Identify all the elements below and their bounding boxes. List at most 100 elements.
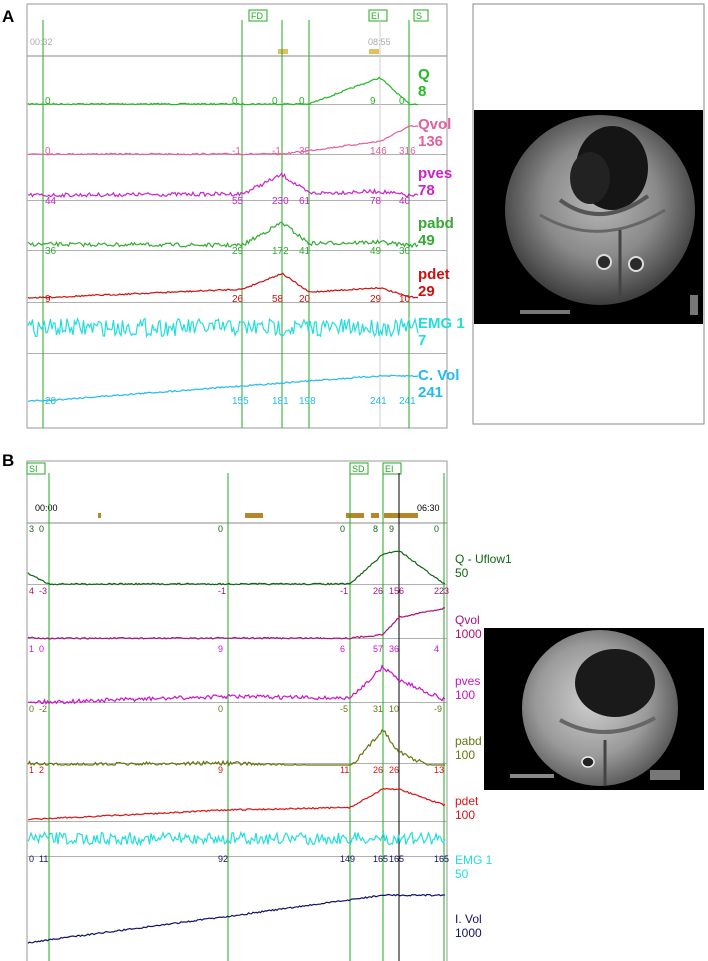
event-bar — [278, 49, 288, 54]
tick-value: 0 — [39, 524, 44, 534]
tick-value: 241 — [399, 396, 416, 407]
trace-c-vol — [28, 374, 419, 402]
channel-label: Q - Uflow1 — [455, 552, 512, 566]
channel-value: 50 — [455, 566, 469, 580]
channel-value: 100 — [455, 748, 475, 762]
panel-letter: A — [2, 7, 14, 26]
tick-value: 26 — [389, 765, 399, 775]
tick-value: -1 — [232, 146, 241, 157]
tick-value: 172 — [272, 246, 289, 257]
channel-label: pabd — [418, 215, 454, 232]
tick-value: 0 — [39, 644, 44, 654]
tick-value: 0 — [232, 96, 238, 107]
tick-value: 9 — [389, 524, 394, 534]
channel-label: Qvol — [418, 116, 451, 133]
tick-value: 4 — [434, 644, 439, 654]
tick-value: 155 — [232, 396, 249, 407]
trace-pabd — [27, 221, 419, 249]
channel-value: 136 — [418, 133, 443, 150]
tick-value: 8 — [373, 524, 378, 534]
panel-a: A FD EI S 00:32 08:55 0 0 0 0 9 0 Q8 0 -1 -1 39 146 316 Qvo… — [2, 3, 465, 429]
channel-value: 49 — [418, 232, 435, 249]
tick-value: 165 — [373, 854, 388, 864]
tick-value: 0 — [299, 96, 305, 107]
tick-value: 0 — [399, 96, 405, 107]
tick-value: 29 — [370, 294, 382, 305]
tick-value: 36 — [45, 246, 57, 257]
trace-q — [27, 76, 419, 106]
tick-value: 4 — [29, 586, 34, 596]
tick-value: 146 — [370, 146, 387, 157]
tick-value: 20 — [299, 294, 311, 305]
tick-value: 0 — [29, 704, 34, 714]
tick-value: 39 — [299, 146, 311, 157]
trace-emg-1 — [27, 317, 419, 338]
channel-value: 50 — [455, 867, 469, 881]
tick-value: 230 — [272, 196, 289, 207]
tick-value: 11 — [39, 854, 48, 864]
event-marker: S — [416, 11, 422, 21]
tick-value: 0 — [29, 854, 34, 864]
tick-value: 0 — [45, 146, 51, 157]
tick-value: 13 — [434, 765, 444, 775]
trace-pdet — [27, 272, 419, 299]
channel-label: C. Vol — [418, 367, 459, 384]
tick-value: 31 — [373, 704, 383, 714]
tick-value: 29 — [232, 246, 244, 257]
channel-label: pabd — [455, 734, 482, 748]
tick-value: 149 — [340, 854, 355, 864]
time-end-label: 08:55 — [368, 37, 391, 47]
tick-value: 0 — [272, 96, 278, 107]
tick-value: 0 — [340, 524, 345, 534]
tick-value: 0 — [434, 524, 439, 534]
channel-value: 78 — [418, 182, 435, 199]
tick-value: 40 — [399, 196, 411, 207]
event-bar — [369, 49, 379, 54]
tick-value: 241 — [370, 396, 387, 407]
channel-value: 8 — [418, 83, 426, 100]
event-bar — [245, 513, 263, 518]
tick-value: 1 — [29, 644, 34, 654]
tick-value: 58 — [272, 294, 284, 305]
tick-value: 26 — [373, 765, 383, 775]
tick-value: 30 — [399, 246, 411, 257]
tick-value: 57 — [373, 644, 383, 654]
event-bar — [98, 513, 101, 518]
fluoroscopy-image-a — [472, 3, 705, 425]
tick-value: -1 — [340, 586, 348, 596]
channel-label: EMG 1 — [418, 315, 465, 332]
tick-value: 165 — [434, 854, 449, 864]
tick-value: 10 — [389, 704, 399, 714]
trace-qvol — [27, 607, 445, 640]
event-marker: EI — [371, 11, 380, 21]
channel-value: 100 — [455, 808, 475, 822]
tick-value: -2 — [39, 704, 47, 714]
event-marker: EI — [385, 464, 394, 474]
channel-label: Qvol — [455, 613, 480, 627]
tick-value: 181 — [272, 396, 289, 407]
tick-value: 92 — [218, 854, 228, 864]
time-start-label: 00:32 — [30, 37, 53, 47]
panel-letter: B — [2, 451, 14, 470]
tick-value: -9 — [434, 704, 442, 714]
event-bar — [384, 513, 418, 518]
tick-value: 9 — [370, 96, 376, 107]
tick-value: 316 — [399, 146, 416, 157]
fluoroscopy-image-b — [484, 628, 704, 790]
tick-value: 0 — [218, 704, 223, 714]
time-start-label: 00:00 — [35, 503, 58, 513]
channel-value: 1000 — [455, 627, 482, 641]
tick-value: -1 — [272, 146, 281, 157]
tick-value: 198 — [299, 396, 316, 407]
tick-value: 6 — [340, 644, 345, 654]
tick-value: 44 — [45, 196, 57, 207]
tick-value: 9 — [218, 765, 223, 775]
tick-value: 0 — [45, 96, 51, 107]
tick-value: -1 — [218, 586, 226, 596]
tick-value: -5 — [340, 704, 348, 714]
channel-value: 1000 — [455, 926, 482, 940]
tick-value: 2 — [39, 765, 44, 775]
tick-value: 26 — [373, 586, 383, 596]
